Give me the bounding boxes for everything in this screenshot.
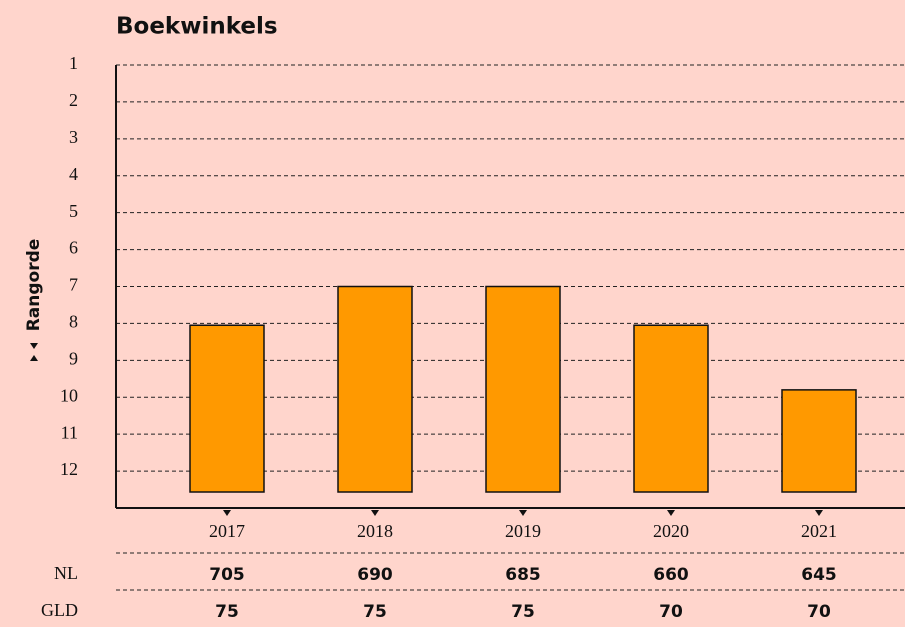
- bar: [781, 389, 857, 493]
- y-tick-label: 2: [69, 90, 78, 110]
- x-tick-mark: [815, 510, 823, 516]
- table-cell: 75: [511, 602, 535, 622]
- row-label: GLD: [41, 600, 78, 620]
- table-cell: 75: [363, 602, 387, 622]
- y-tick-label: 9: [69, 348, 78, 368]
- x-tick-mark: [371, 510, 379, 516]
- table-cell: 70: [659, 602, 683, 622]
- chart-title: Boekwinkels: [116, 14, 278, 40]
- arrow: [30, 355, 38, 361]
- bar: [337, 285, 413, 493]
- x-tick-label: 2021: [801, 521, 837, 541]
- x-tick-mark: [519, 510, 527, 516]
- y-tick-label: 6: [69, 238, 78, 258]
- y-tick-label: 4: [69, 164, 78, 184]
- x-tick-label: 2018: [357, 521, 393, 541]
- bar: [485, 285, 561, 493]
- table-cell: 75: [215, 602, 239, 622]
- table-cell: 705: [209, 565, 245, 585]
- bar: [633, 324, 709, 493]
- y-tick-label: 10: [60, 385, 78, 405]
- x-tick-mark: [223, 510, 231, 516]
- table-cell: 645: [801, 565, 837, 585]
- y-tick-label: 8: [69, 312, 78, 332]
- table-cell: 70: [807, 602, 831, 622]
- y-tick-label: 3: [69, 127, 78, 147]
- table-cell: 660: [653, 565, 689, 585]
- table-cell: 690: [357, 565, 393, 585]
- table-cell: 685: [505, 565, 541, 585]
- y-tick-label: 11: [61, 422, 78, 442]
- bar: [189, 324, 265, 493]
- x-tick-label: 2017: [209, 521, 245, 541]
- x-tick-mark: [667, 510, 675, 516]
- y-axis-label: Rangorde: [24, 239, 44, 332]
- row-label: NL: [54, 563, 78, 583]
- y-tick-label: 7: [69, 275, 78, 295]
- y-tick-label: 12: [60, 459, 78, 479]
- y-tick-label: 5: [69, 201, 78, 221]
- arrow: [30, 343, 38, 349]
- x-tick-label: 2019: [505, 521, 541, 541]
- x-tick-label: 2020: [653, 521, 689, 541]
- y-axis-label-group: Rangorde: [24, 239, 44, 361]
- y-tick-label: 1: [69, 53, 78, 73]
